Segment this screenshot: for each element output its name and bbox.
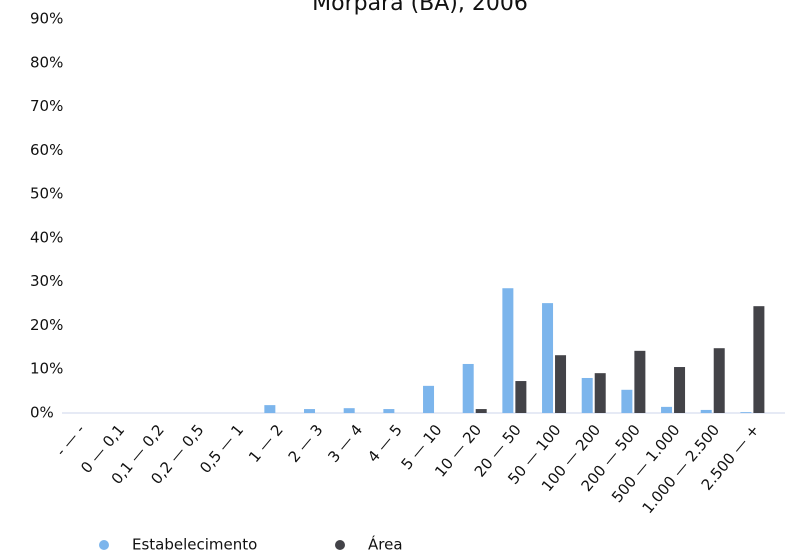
legend-label: Estabelecimento [132, 536, 257, 553]
bar [674, 367, 686, 413]
y-tick-label: 80% [30, 53, 63, 71]
bar [555, 355, 567, 413]
y-tick-label: 40% [30, 228, 63, 246]
y-tick-label: 50% [30, 185, 63, 203]
bar [634, 350, 646, 413]
bar [502, 288, 514, 413]
bar [621, 389, 633, 413]
legend-marker [335, 540, 345, 550]
bar [515, 381, 527, 413]
x-tick-label: 1 — 2 [245, 421, 287, 466]
bar [383, 409, 395, 413]
bar [661, 406, 673, 413]
bar [740, 412, 752, 413]
chart-title: Morpará (BA), 2006 [312, 0, 528, 16]
y-tick-label: 10% [30, 360, 63, 378]
x-tick-label: - — - [52, 421, 89, 460]
bar [753, 306, 765, 413]
bar [594, 373, 606, 413]
y-tick-label: 60% [30, 141, 63, 159]
bar [462, 363, 474, 413]
legend-marker [99, 540, 109, 550]
bar [475, 409, 487, 413]
bar [343, 408, 355, 413]
bar [264, 405, 276, 413]
x-tick-label: 3 — 4 [324, 421, 366, 466]
y-tick-label: 90% [30, 10, 63, 28]
bar [542, 303, 554, 413]
bar [581, 377, 593, 413]
x-tick-label: 2 — 3 [285, 421, 327, 466]
legend-label: Área [368, 535, 403, 553]
y-tick-label: 0% [30, 404, 54, 422]
y-tick-label: 30% [30, 272, 63, 290]
bar [713, 348, 725, 413]
bar [423, 385, 435, 413]
bar [304, 409, 316, 413]
y-tick-label: 70% [30, 97, 63, 115]
x-tick-label: 0,5 — 1 [196, 421, 247, 477]
bar [700, 409, 712, 413]
y-tick-label: 20% [30, 316, 63, 334]
